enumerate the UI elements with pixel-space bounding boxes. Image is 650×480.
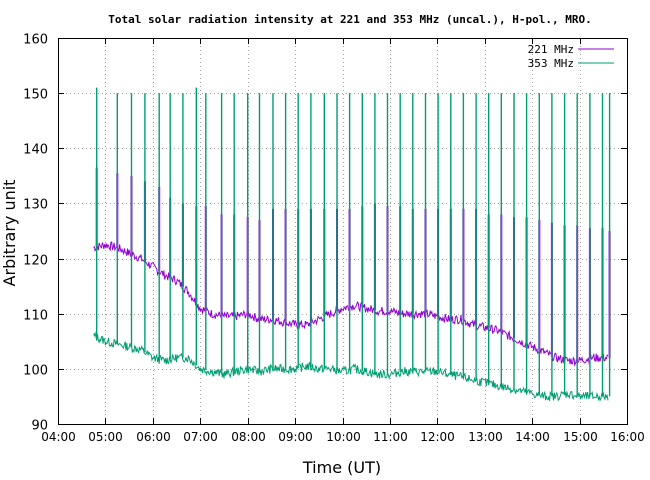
y-tick-label: 140 xyxy=(23,143,48,158)
x-axis-ticks: 04:00 05:00 06:00 07:00 08:00 09:00 10:00 11:00… xyxy=(41,38,645,444)
x-tick-label: 05:00 xyxy=(88,430,123,444)
x-tick-label: 07:00 xyxy=(183,430,218,444)
series-line-221 xyxy=(93,241,609,367)
x-axis-label: Time (UT) xyxy=(302,458,381,477)
series-line-353 xyxy=(93,331,609,402)
legend: 221 MHz 353 MHz xyxy=(528,43,614,70)
x-tick-label: 14:00 xyxy=(515,430,550,444)
x-tick-label: 08:00 xyxy=(231,430,266,444)
legend-label-353: 353 MHz xyxy=(528,57,574,70)
x-tick-label: 12:00 xyxy=(420,430,455,444)
y-tick-label: 100 xyxy=(23,364,48,379)
y-tick-label: 160 xyxy=(23,33,48,48)
x-tick-label: 06:00 xyxy=(136,430,171,444)
x-tick-label: 15:00 xyxy=(563,430,598,444)
chart-title: Total solar radiation intensity at 221 a… xyxy=(108,13,591,26)
x-tick-label: 04:00 xyxy=(41,430,76,444)
y-tick-label: 120 xyxy=(23,254,48,269)
plot-series xyxy=(93,87,611,402)
y-axis-label: Arbitrary unit xyxy=(0,180,19,287)
y-tick-label: 90 xyxy=(31,419,48,434)
y-axis-ticks: 90 100 110 120 130 140 150 160 xyxy=(23,33,627,434)
y-tick-label: 150 xyxy=(23,88,48,103)
legend-label-221: 221 MHz xyxy=(528,43,574,56)
x-tick-label: 09:00 xyxy=(278,430,313,444)
x-tick-label: 13:00 xyxy=(468,430,503,444)
y-tick-label: 130 xyxy=(23,198,48,213)
y-tick-label: 110 xyxy=(23,309,48,324)
x-tick-label: 11:00 xyxy=(373,430,408,444)
x-tick-label: 10:00 xyxy=(326,430,361,444)
x-tick-label: 16:00 xyxy=(610,430,645,444)
